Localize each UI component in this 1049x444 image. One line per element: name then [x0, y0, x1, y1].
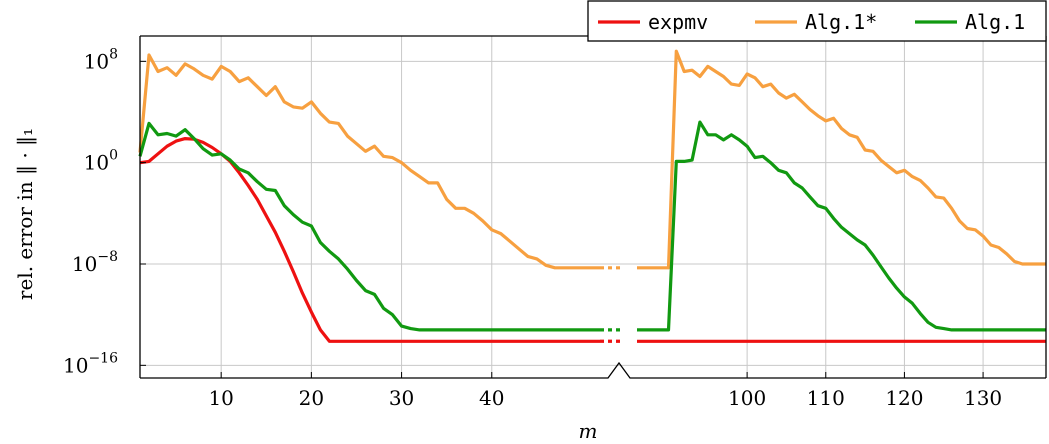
series-alg-1- [138, 49, 1047, 270]
legend-label: Alg.1 [965, 10, 1025, 34]
series-expmv [139, 137, 1047, 343]
legend-label: Alg.1* [805, 10, 877, 34]
x-tick-label: 20 [299, 386, 324, 410]
series-line [138, 121, 600, 332]
legend-label: expmv [648, 10, 708, 34]
y-tick-label: 108 [84, 46, 118, 73]
series-line [637, 120, 1046, 332]
legend: expmv Alg.1* Alg.1 [587, 0, 1047, 42]
x-tick-label: 120 [885, 386, 923, 410]
x-tick-label: 130 [964, 386, 1002, 410]
x-tick-label: 10 [208, 386, 233, 410]
x-tick-label: 40 [479, 386, 504, 410]
x-axis-label: m [579, 419, 598, 443]
series-line [637, 49, 1046, 270]
y-tick-label: 10−8 [72, 249, 118, 276]
series-layer [138, 49, 1047, 343]
series-alg-1 [138, 120, 1047, 332]
x-tick-label: 100 [728, 386, 766, 410]
series-line [138, 53, 600, 270]
series-line [139, 137, 600, 343]
x-axis-break-line [140, 361, 1046, 379]
tick-labels: 10 20 30 40 100 110 120 130 108 100 10−8 10−16 [63, 46, 1002, 410]
y-tick-label: 10−16 [63, 350, 118, 377]
legend-box [587, 0, 1047, 42]
x-tick-label: 30 [389, 386, 414, 410]
x-tick-label: 110 [807, 386, 845, 410]
y-tick-label: 100 [84, 148, 118, 175]
y-axis-label: rel. error in ‖ · ‖₁ [13, 128, 38, 300]
